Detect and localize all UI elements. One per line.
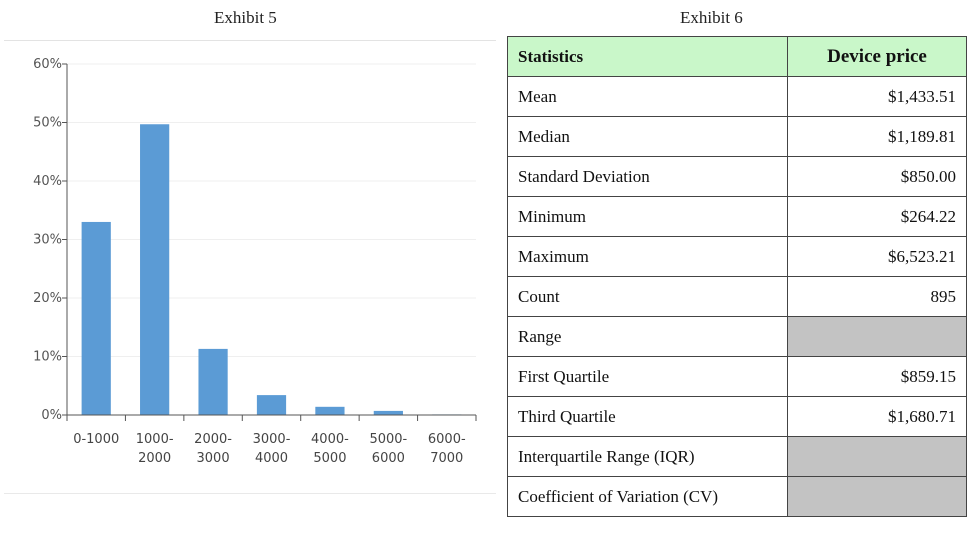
stat-value-median: $1,189.81 — [787, 116, 967, 157]
y-tick-label: 40% — [33, 174, 62, 189]
stat-value-first-quartile: $859.15 — [787, 356, 967, 397]
histogram-bar — [81, 221, 111, 415]
header-statistics: Statistics — [507, 36, 788, 77]
x-tick-label: 3000- — [253, 432, 291, 447]
stat-label-third-quartile: Third Quartile — [507, 396, 788, 437]
x-tick-label: 3000 — [197, 451, 230, 466]
table-row: Interquartile Range (IQR) — [507, 436, 967, 477]
x-tick-label: 4000- — [311, 432, 349, 447]
table-row: Third Quartile $1,680.71 — [507, 396, 967, 437]
histogram-bar — [315, 406, 345, 415]
x-tick-label: 1000- — [136, 432, 174, 447]
x-tick-label: 5000- — [369, 432, 407, 447]
stat-label-coefficient-of-variation-cv: Coefficient of Variation (CV) — [507, 476, 788, 517]
stat-label-mean: Mean — [507, 76, 788, 117]
y-tick-label: 0% — [41, 408, 62, 423]
y-tick-label: 10% — [33, 350, 62, 365]
stat-label-interquartile-range-iqr: Interquartile Range (IQR) — [507, 436, 788, 477]
table-row: First Quartile $859.15 — [507, 356, 967, 397]
statistics-table: Statistics Device price Mean $1,433.51 Med… — [507, 36, 967, 517]
stat-value-mean: $1,433.51 — [787, 76, 967, 117]
stat-value-minimum: $264.22 — [787, 196, 967, 237]
stat-value-coefficient-of-variation-cv — [787, 476, 967, 517]
stat-value-range — [787, 316, 967, 357]
stat-label-median: Median — [507, 116, 788, 157]
stat-value-standard-deviation: $850.00 — [787, 156, 967, 197]
stat-value-maximum: $6,523.21 — [787, 236, 967, 277]
table-row: Minimum $264.22 — [507, 196, 967, 237]
table-row: Count 895 — [507, 276, 967, 317]
table-row: Maximum $6,523.21 — [507, 236, 967, 277]
exhibit-5-title: Exhibit 5 — [214, 8, 277, 27]
table-row: Range — [507, 316, 967, 357]
x-tick-label: 6000- — [428, 432, 466, 447]
histogram-bar — [256, 395, 287, 415]
x-tick-label: 6000 — [372, 451, 405, 466]
table-row: Standard Deviation $850.00 — [507, 156, 967, 197]
exhibit-6-title: Exhibit 6 — [680, 8, 743, 27]
x-tick-label: 5000 — [313, 451, 346, 466]
stat-label-maximum: Maximum — [507, 236, 788, 277]
y-tick-label: 20% — [33, 291, 62, 306]
x-tick-label: 2000 — [138, 451, 171, 466]
x-tick-label: 0-1000 — [73, 432, 119, 447]
stat-label-standard-deviation: Standard Deviation — [507, 156, 788, 197]
histogram-panel: 0% 10% 20% 30% 40% 50% 60% 0-1000 1000- 2000 2000-… — [4, 40, 496, 494]
stat-label-range: Range — [507, 316, 788, 357]
histogram-bar — [140, 124, 170, 415]
histogram-bar — [198, 348, 228, 415]
table-row: Median $1,189.81 — [507, 116, 967, 157]
stat-value-interquartile-range-iqr — [787, 436, 967, 477]
x-tick-label: 4000 — [255, 451, 288, 466]
histogram-chart: 0% 10% 20% 30% 40% 50% 60% 0-1000 1000- 2000 2000-… — [33, 57, 477, 466]
x-tick-label: 2000- — [194, 432, 232, 447]
stat-label-first-quartile: First Quartile — [507, 356, 788, 397]
stat-value-third-quartile: $1,680.71 — [787, 396, 967, 437]
table-header-row: Statistics Device price — [507, 36, 967, 77]
histogram-bar — [373, 410, 403, 415]
header-device-price: Device price — [787, 36, 967, 77]
y-tick-label: 60% — [33, 57, 62, 72]
y-tick-label: 30% — [33, 233, 62, 248]
table-row: Coefficient of Variation (CV) — [507, 476, 967, 517]
y-tick-label: 50% — [33, 116, 62, 131]
statistics-table-body: Mean $1,433.51 Median $1,189.81 Standard Dev… — [507, 76, 967, 517]
stat-value-count: 895 — [787, 276, 967, 317]
stat-label-minimum: Minimum — [507, 196, 788, 237]
stat-label-count: Count — [507, 276, 788, 317]
table-row: Mean $1,433.51 — [507, 76, 967, 117]
x-tick-label: 7000 — [430, 451, 463, 466]
